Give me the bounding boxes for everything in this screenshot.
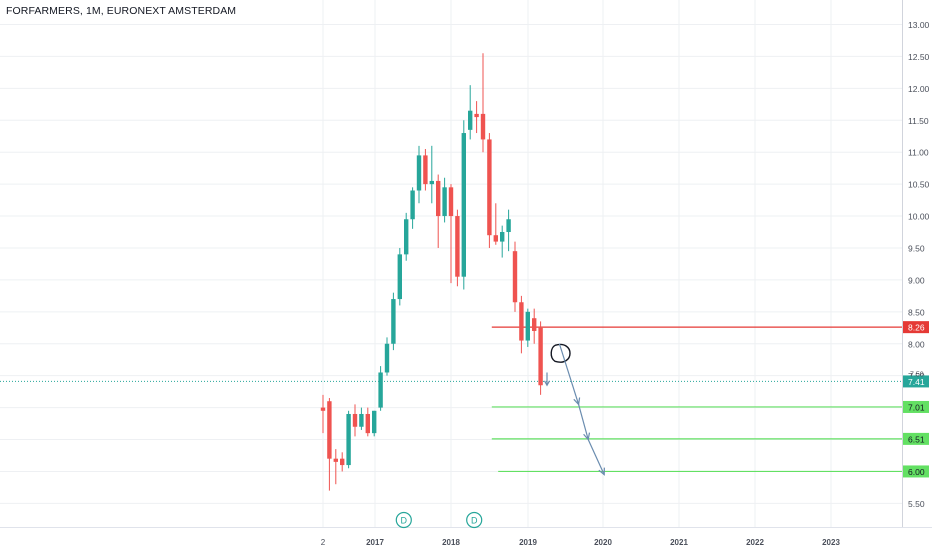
candle-body: [506, 219, 511, 233]
loop-drawing: [550, 343, 571, 363]
candle-body: [455, 216, 460, 277]
candle-body: [378, 372, 383, 408]
candle-body: [333, 458, 338, 462]
price-level-badge: [903, 321, 929, 334]
dividend-marker-circle: [466, 511, 483, 529]
candle-body: [532, 318, 537, 331]
candle-body: [404, 219, 409, 255]
candle-body: [519, 302, 524, 341]
current-price-badge: [903, 375, 929, 388]
candle-body: [384, 343, 390, 373]
y-tick-label: 10.00: [908, 212, 930, 222]
candle-body: [352, 413, 358, 427]
x-tick-label: 2020: [594, 538, 612, 547]
candle-body: [500, 232, 505, 242]
candle-body: [448, 187, 454, 217]
y-tick-label: 9.50: [908, 243, 925, 253]
candle-body: [461, 133, 466, 277]
dividend-marker-label: D: [471, 516, 478, 526]
chart-title: FORFARMERS, 1M, EURONEXT AMSTERDAM: [6, 5, 237, 17]
candle-body: [512, 251, 518, 303]
candle-body: [410, 190, 415, 220]
x-tick-label: 2017: [366, 538, 384, 547]
candle-body: [340, 458, 345, 466]
price-level-badge-label: 6.51: [908, 434, 925, 444]
y-tick-label: 8.00: [908, 339, 925, 349]
price-level-badge: [903, 400, 929, 413]
x-tick-label: 2023: [822, 538, 840, 547]
arrow-segment: [558, 343, 580, 405]
candle-body: [320, 407, 326, 411]
price-level-badge-label: 8.26: [908, 323, 925, 333]
candle-body: [468, 110, 473, 130]
candle-body: [493, 235, 498, 242]
candle-body: [538, 327, 543, 386]
candle-body: [423, 155, 428, 185]
price-level-badge: [903, 465, 929, 478]
candle-body: [525, 311, 530, 341]
y-tick-label: 9.00: [908, 275, 925, 285]
price-level-badge: [903, 432, 929, 445]
y-tick-label: 8.50: [908, 307, 925, 317]
dividend-marker-circle: [395, 511, 412, 529]
candle-body: [359, 413, 364, 427]
arrow-segment: [587, 439, 605, 475]
current-price-badge-label: 7.41: [908, 377, 925, 387]
small-arrow-drawing: [543, 372, 551, 387]
y-tick-label: 12.50: [908, 52, 930, 62]
y-tick-label: 13.00: [908, 20, 930, 30]
candle-body: [372, 410, 377, 434]
x-tick-label: 2022: [746, 538, 764, 547]
candle-body: [474, 113, 479, 118]
x-tick-label: 2019: [519, 538, 537, 547]
candle-body: [365, 413, 370, 434]
candle-body: [429, 180, 434, 185]
candle-body: [327, 401, 332, 459]
y-tick-label: 10.50: [908, 180, 930, 190]
arrow-segment: [578, 404, 589, 440]
x-tick-label: 2018: [442, 538, 460, 547]
dividend-marker-label: D: [401, 516, 408, 526]
y-tick-label: 12.00: [908, 84, 930, 94]
candles: [320, 53, 543, 491]
price-level-badge-label: 7.01: [908, 402, 925, 412]
y-tick-label: 5.50: [908, 499, 925, 509]
x-tick-label: 2: [321, 538, 326, 547]
hidden-tick-label: 7.50: [910, 371, 924, 378]
y-tick-label: 11.00: [908, 148, 929, 158]
candle-body: [397, 254, 402, 300]
y-tick-label: 11.50: [908, 116, 929, 126]
candle-body: [416, 155, 422, 191]
candle-body: [391, 299, 396, 344]
candle-body: [442, 187, 447, 217]
candle-body: [487, 139, 492, 236]
candle-body: [480, 113, 486, 140]
x-tick-label: 2021: [670, 538, 688, 547]
candle-body: [436, 180, 441, 217]
candle-body: [346, 413, 351, 466]
arrow-head: [598, 467, 605, 476]
price-level-badge-label: 6.00: [908, 467, 925, 477]
